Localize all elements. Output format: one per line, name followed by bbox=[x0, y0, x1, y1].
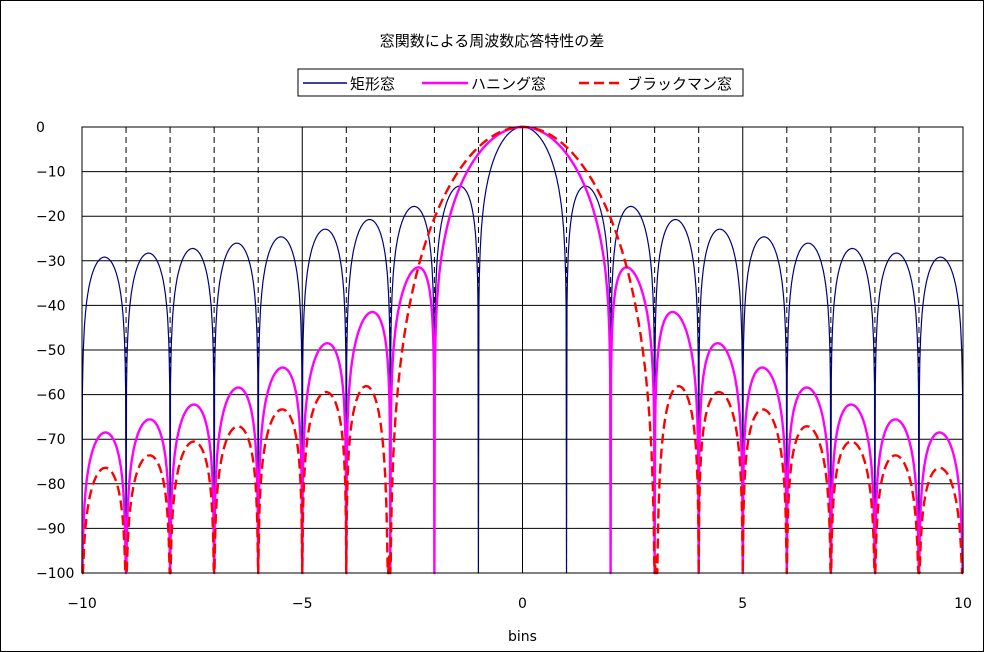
legend-label: ハニング窓 bbox=[471, 75, 546, 93]
x-axis-label: bins bbox=[508, 629, 537, 645]
x-tick-label: −10 bbox=[67, 596, 97, 612]
x-tick-label: −5 bbox=[292, 596, 313, 612]
x-tick-label: 5 bbox=[738, 596, 747, 612]
legend-box bbox=[297, 68, 744, 97]
legend-label: 矩形窓 bbox=[350, 75, 395, 93]
legend: 矩形窓 ハニング窓 ブラックマン窓 bbox=[297, 68, 744, 97]
y-tick-label: −20 bbox=[36, 209, 66, 225]
y-tick-label: −70 bbox=[36, 432, 66, 448]
legend-label: ブラックマン窓 bbox=[627, 75, 732, 93]
y-tick-label: 0 bbox=[36, 120, 45, 136]
y-tick-label: −60 bbox=[36, 388, 66, 404]
y-tick-label: −50 bbox=[36, 343, 66, 359]
y-tick-label: −80 bbox=[36, 477, 66, 493]
x-tick-label: 10 bbox=[954, 596, 972, 612]
y-tick-label: −90 bbox=[36, 521, 66, 537]
tick-labels: 0−10−20−30−40−50−60−70−80−90−100−10 −5 0 5 1… bbox=[36, 120, 972, 612]
plot-border bbox=[81, 126, 964, 574]
y-tick-label: −100 bbox=[36, 566, 74, 582]
chart-title: 窓関数による周波数応答特性の差 bbox=[380, 32, 605, 50]
y-tick-label: −30 bbox=[36, 254, 66, 270]
x-tick-label: 0 bbox=[518, 596, 527, 612]
y-tick-label: −40 bbox=[36, 298, 66, 314]
y-tick-label: −10 bbox=[36, 165, 66, 181]
